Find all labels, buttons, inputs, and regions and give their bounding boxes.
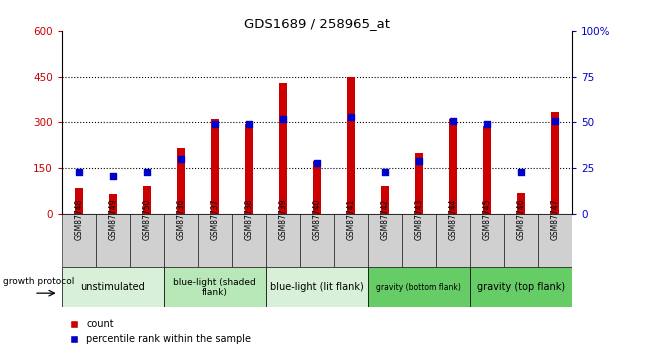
Point (515, 169, 526, 175)
Bar (381, 186, 389, 214)
Point (413, 158, 424, 164)
Text: GSM87744: GSM87744 (448, 198, 458, 239)
Point (73, 169, 84, 175)
Bar (164, 214, 198, 267)
Text: GSM87741: GSM87741 (346, 198, 356, 239)
Text: GSM87738: GSM87738 (244, 198, 254, 239)
Point (244, 121, 254, 127)
Bar (232, 214, 266, 267)
Point (550, 118, 560, 124)
Point (142, 169, 152, 175)
Bar (368, 214, 402, 267)
Bar (415, 153, 423, 214)
Text: unstimulated: unstimulated (81, 282, 145, 292)
Bar (517, 193, 525, 214)
Bar (279, 83, 287, 214)
Text: GSM87750: GSM87750 (142, 198, 151, 239)
Point (448, 118, 458, 124)
Text: GSM87736: GSM87736 (176, 198, 185, 239)
Text: GSM87737: GSM87737 (211, 198, 219, 239)
Text: GSM87746: GSM87746 (517, 198, 525, 239)
Text: GSM87739: GSM87739 (278, 198, 287, 239)
Bar (266, 267, 368, 307)
Bar (470, 214, 504, 267)
Bar (211, 119, 219, 214)
Bar (313, 160, 321, 214)
Point (482, 121, 492, 127)
Bar (177, 148, 185, 214)
Point (176, 156, 186, 162)
Bar (551, 112, 559, 214)
Point (346, 114, 356, 120)
Bar (109, 194, 117, 214)
Bar (436, 214, 470, 267)
Text: GSM87740: GSM87740 (313, 198, 321, 239)
Bar (96, 214, 130, 267)
Point (209, 121, 220, 127)
Bar (538, 214, 572, 267)
Bar (300, 214, 334, 267)
Bar (75, 188, 83, 214)
Point (278, 116, 288, 121)
Bar (266, 214, 300, 267)
Bar (142, 186, 151, 214)
Text: GSM87742: GSM87742 (380, 198, 389, 239)
Bar (62, 267, 164, 307)
Text: GSM87749: GSM87749 (109, 198, 117, 239)
Bar (504, 214, 538, 267)
Text: gravity (bottom flank): gravity (bottom flank) (376, 283, 462, 292)
Point (312, 160, 322, 166)
Title: GDS1689 / 258965_at: GDS1689 / 258965_at (244, 17, 390, 30)
Bar (334, 214, 368, 267)
Bar (346, 77, 355, 214)
Bar (198, 214, 232, 267)
Bar (483, 126, 491, 214)
Text: GSM87748: GSM87748 (74, 198, 83, 239)
Legend: count, percentile rank within the sample: count, percentile rank within the sample (66, 315, 255, 345)
Text: gravity (top flank): gravity (top flank) (477, 282, 565, 292)
Bar (448, 119, 457, 214)
Text: GSM87745: GSM87745 (482, 198, 491, 239)
Bar (164, 267, 266, 307)
Bar (244, 124, 253, 214)
Text: blue-light (lit flank): blue-light (lit flank) (270, 282, 364, 292)
Text: GSM87747: GSM87747 (551, 198, 560, 239)
Text: blue-light (shaded
flank): blue-light (shaded flank) (174, 277, 256, 297)
Bar (62, 214, 96, 267)
Text: GSM87743: GSM87743 (415, 198, 423, 239)
Point (107, 173, 118, 178)
Point (380, 169, 390, 175)
Bar (470, 267, 572, 307)
Bar (368, 267, 470, 307)
Bar (402, 214, 436, 267)
Bar (130, 214, 164, 267)
Text: growth protocol: growth protocol (3, 277, 75, 286)
